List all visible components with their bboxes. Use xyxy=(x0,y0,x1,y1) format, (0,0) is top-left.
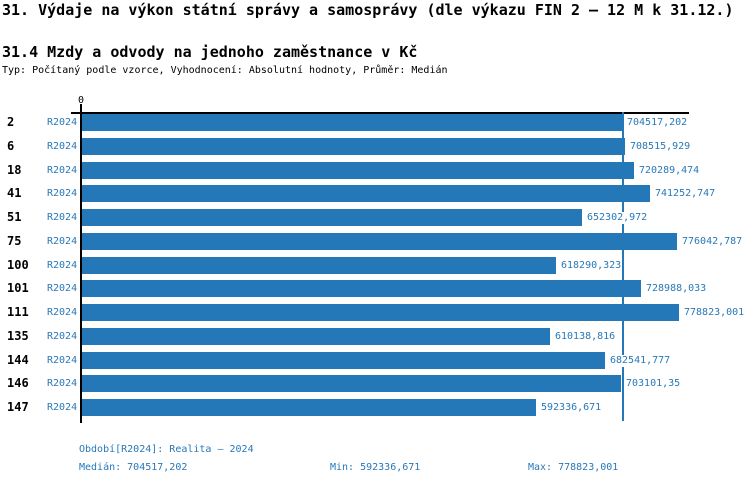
bar xyxy=(82,328,550,345)
row-series-label: R2024 xyxy=(47,260,78,271)
row-series-label: R2024 xyxy=(47,236,78,247)
bar xyxy=(82,209,582,226)
bar xyxy=(82,162,634,179)
bar-value-label: 776042,787 xyxy=(681,236,744,248)
row-category-label: 6 xyxy=(7,139,15,153)
bar-value-label: 728988,033 xyxy=(645,283,708,295)
x-axis-zero-label: 0 xyxy=(78,95,85,106)
row-category-label: 147 xyxy=(7,400,29,414)
row-category-label: 146 xyxy=(7,376,29,390)
row-category-label: 111 xyxy=(7,305,29,319)
bar-value-label: 592336,671 xyxy=(540,402,603,414)
bar xyxy=(82,257,556,274)
bar xyxy=(82,233,677,250)
indicator-meta: Typ: Počítaný podle vzorce, Vyhodnocení:… xyxy=(2,65,448,76)
bar xyxy=(82,114,622,131)
bar-value-label: 618290,323 xyxy=(560,260,623,272)
row-series-label: R2024 xyxy=(47,378,78,389)
row-series-label: R2024 xyxy=(47,188,78,199)
bar xyxy=(82,280,641,297)
bar xyxy=(82,399,536,416)
bar xyxy=(82,185,650,202)
row-category-label: 101 xyxy=(7,281,29,295)
bar-value-label: 704517,202 xyxy=(626,117,689,129)
bar xyxy=(82,304,679,321)
row-series-label: R2024 xyxy=(47,355,78,366)
row-category-label: 144 xyxy=(7,353,29,367)
bar xyxy=(82,138,625,155)
bar-value-label: 741252,747 xyxy=(654,188,717,200)
row-category-label: 41 xyxy=(7,186,22,200)
indicator-title: 31.4 Mzdy a odvody na jednoho zaměstnanc… xyxy=(2,43,418,61)
row-series-label: R2024 xyxy=(47,283,78,294)
footer-period: Období[R2024]: Realita – 2024 xyxy=(79,444,254,455)
bar-value-label: 610138,816 xyxy=(554,331,617,343)
row-category-label: 18 xyxy=(7,163,22,177)
median-reference-line xyxy=(622,112,624,421)
bar-value-label: 682541,777 xyxy=(609,355,672,367)
row-category-label: 135 xyxy=(7,329,29,343)
bar-value-label: 720289,474 xyxy=(638,165,701,177)
bar xyxy=(82,375,621,392)
row-series-label: R2024 xyxy=(47,165,78,176)
row-series-label: R2024 xyxy=(47,141,78,152)
bar xyxy=(82,352,605,369)
footer-median: Medián: 704517,202 xyxy=(79,462,188,473)
footer-max: Max: 778823,001 xyxy=(528,462,619,473)
bar-value-label: 652302,972 xyxy=(586,212,649,224)
row-category-label: 100 xyxy=(7,258,29,272)
report-title: 31. Výdaje na výkon státní správy a samo… xyxy=(2,1,734,19)
bar-value-label: 778823,001 xyxy=(683,307,746,319)
bar-value-label: 708515,929 xyxy=(629,141,692,153)
footer-min: Min: 592336,671 xyxy=(330,462,421,473)
row-series-label: R2024 xyxy=(47,307,78,318)
x-axis-line xyxy=(71,112,689,114)
row-series-label: R2024 xyxy=(47,402,78,413)
y-axis-line xyxy=(80,104,82,423)
bar-value-label: 703101,35 xyxy=(625,378,682,390)
row-category-label: 2 xyxy=(7,115,15,129)
row-category-label: 51 xyxy=(7,210,22,224)
row-series-label: R2024 xyxy=(47,331,78,342)
row-category-label: 75 xyxy=(7,234,22,248)
row-series-label: R2024 xyxy=(47,117,78,128)
row-series-label: R2024 xyxy=(47,212,78,223)
